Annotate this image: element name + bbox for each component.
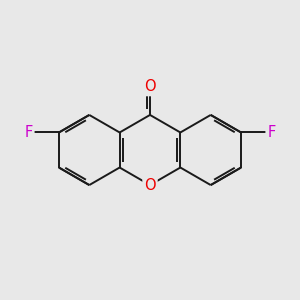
Text: F: F — [267, 125, 275, 140]
Text: O: O — [144, 178, 156, 193]
Text: O: O — [144, 80, 156, 94]
Text: F: F — [25, 125, 33, 140]
